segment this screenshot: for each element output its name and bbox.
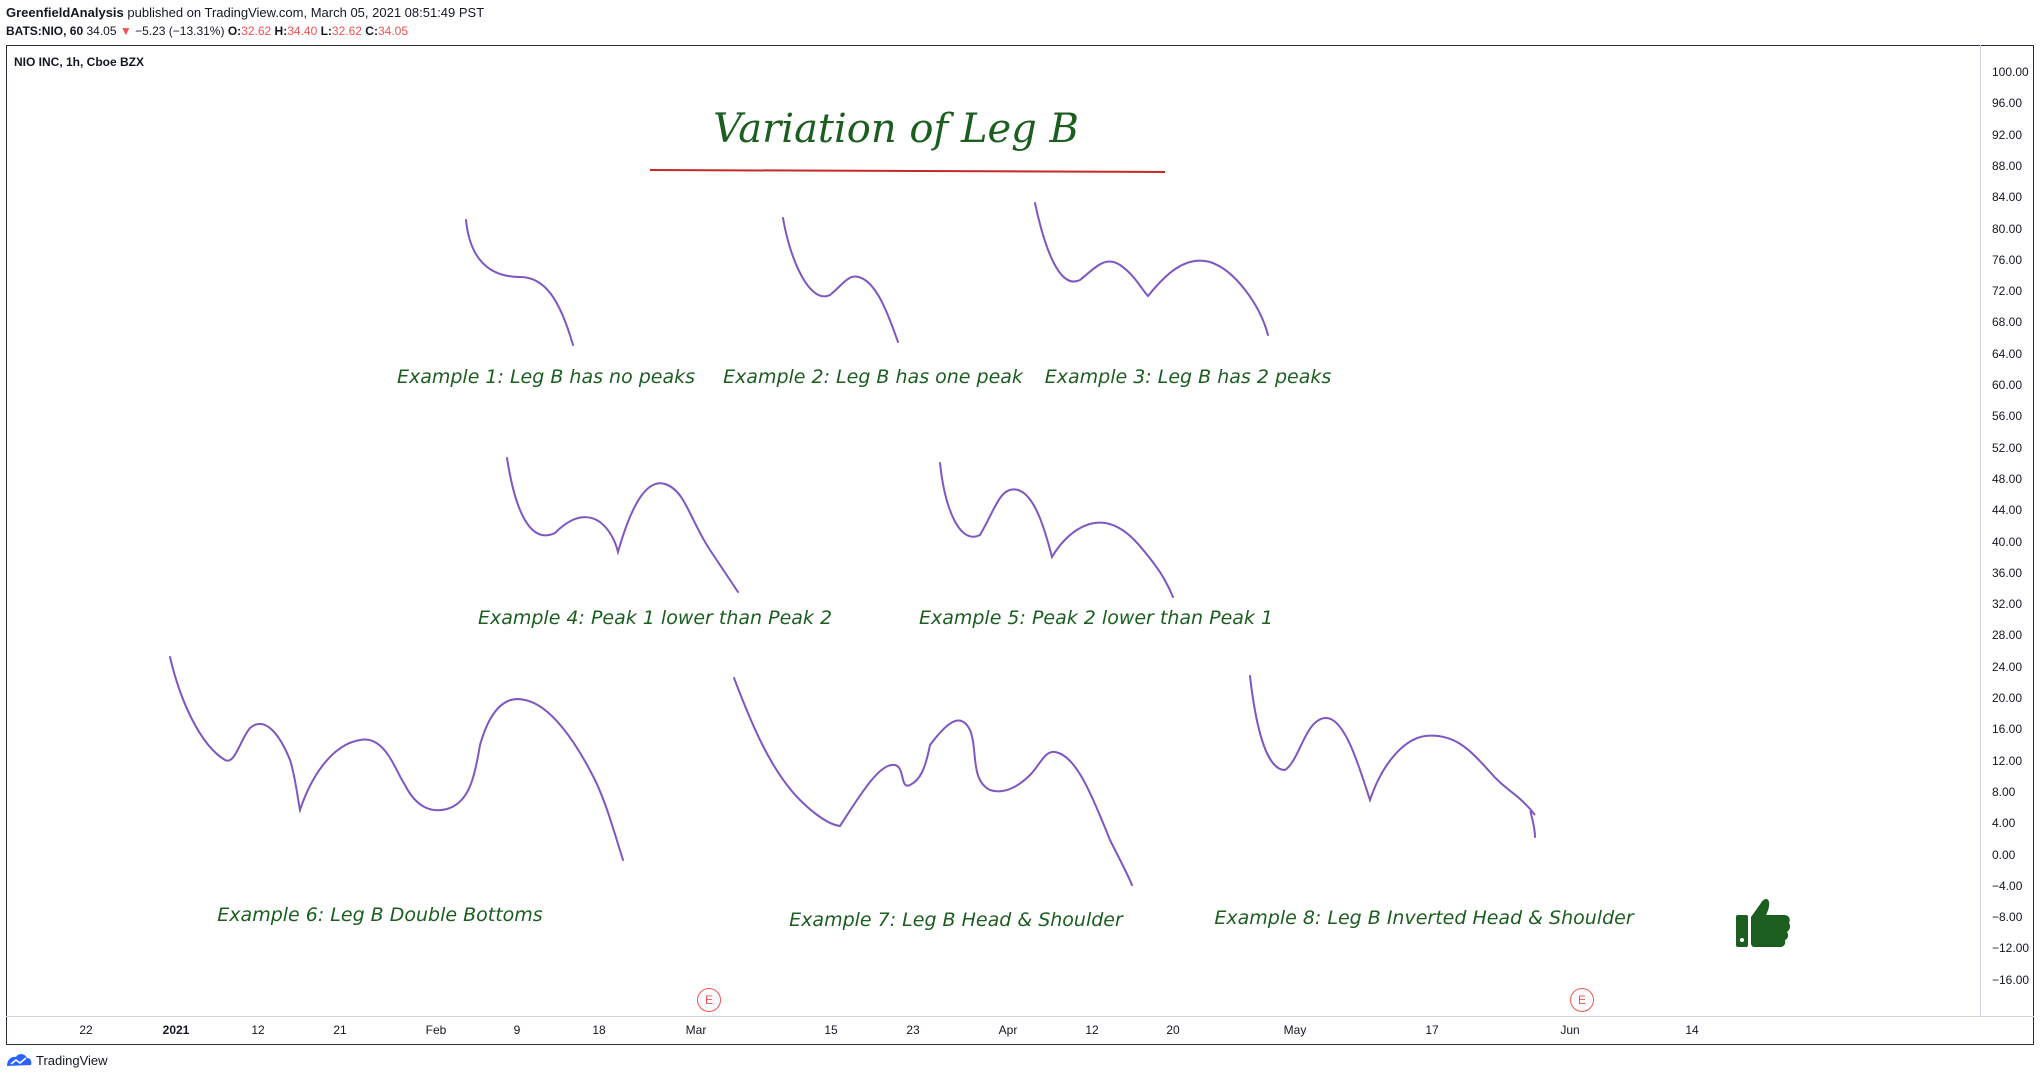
price-axis-label: 36.00 (1992, 565, 2023, 580)
price-axis-label: 8.00 (1992, 784, 2016, 799)
high-value: 34.40 (287, 24, 318, 38)
price-axis-label: 32.00 (1992, 597, 2023, 612)
time-axis-label: Jun (1560, 1023, 1580, 1037)
time-axis-label: Apr (998, 1023, 1018, 1037)
price-axis-label: 84.00 (1992, 190, 2023, 205)
time-axis-label: 23 (906, 1023, 920, 1037)
example-5-curve (939, 462, 1174, 598)
close-label: C: (365, 24, 378, 38)
time-axis-label: 15 (824, 1023, 838, 1037)
example-2-curve (782, 217, 899, 343)
time-axis-label: 17 (1425, 1023, 1439, 1037)
price-axis-label: 96.00 (1992, 96, 2023, 111)
earnings-marker[interactable]: E (697, 988, 721, 1012)
example-7-curve (733, 677, 1133, 886)
price-axis-label: 88.00 (1992, 158, 2023, 173)
tradingview-logo-icon (7, 1054, 32, 1066)
drawing-title[interactable]: Variation of Leg B (713, 106, 1079, 152)
symbol-label: NIO INC, 1h, Cboe BZX (14, 55, 145, 69)
time-axis-label: May (1283, 1023, 1307, 1037)
price-axis-label: 16.00 (1992, 722, 2023, 737)
publish-info: GreenfieldAnalysis published on TradingV… (6, 4, 484, 22)
open-label: O: (227, 24, 242, 38)
symbol-interval: BATS:NIO, 60 (6, 24, 84, 38)
published-text: published on TradingView.com, March 05, … (123, 5, 485, 20)
example-6-label[interactable]: Example 6: Leg B Double Bottoms (217, 904, 543, 926)
price-axis-label: 24.00 (1992, 659, 2023, 674)
example-2-label[interactable]: Example 2: Leg B has one peak (723, 366, 1023, 388)
price-axis-label: 76.00 (1992, 252, 2023, 267)
time-axis-label: 21 (333, 1023, 347, 1037)
time-axis-label: 18 (592, 1023, 606, 1037)
ohlc-line: BATS:NIO, 60 34.05 ▼ −5.23 (−13.31%) O:3… (6, 22, 484, 40)
time-axis-label: 9 (513, 1023, 521, 1037)
example-3-curve (1034, 202, 1269, 336)
high-label: H: (274, 24, 288, 38)
open-value: 32.62 (241, 24, 272, 38)
price-axis-label: −16.00 (1992, 972, 2030, 987)
last-price: 34.05 (86, 24, 117, 38)
example-7-label[interactable]: Example 7: Leg B Head & Shoulder (789, 909, 1123, 931)
example-6-curve (169, 656, 624, 861)
price-axis-label: 100.00 (1992, 65, 2029, 79)
example-1-label[interactable]: Example 1: Leg B has no peaks (396, 366, 696, 388)
example-4-curve (506, 457, 739, 593)
example-5-label[interactable]: Example 5: Peak 2 lower than Peak 1 (918, 607, 1274, 629)
price-axis-label: 28.00 (1992, 628, 2023, 643)
price-axis-label: 56.00 (1992, 409, 2023, 424)
close-value: 34.05 (377, 24, 408, 38)
price-axis-label: 44.00 (1992, 503, 2023, 518)
chart-header: GreenfieldAnalysis published on TradingV… (6, 4, 484, 40)
low-value: 32.62 (331, 24, 362, 38)
time-axis-label: 12 (1085, 1023, 1099, 1037)
price-axis-label: 0.00 (1992, 847, 2016, 862)
time-axis-label: Mar (685, 1023, 707, 1037)
price-axis-label: 40.00 (1992, 534, 2023, 549)
thumbs-up-icon[interactable] (1734, 895, 1792, 950)
price-axis-label: 48.00 (1992, 471, 2023, 486)
price-axis-label: −8.00 (1992, 910, 2023, 925)
time-axis-label: 14 (1685, 1023, 1699, 1037)
example-8-label[interactable]: Example 8: Leg B Inverted Head & Shoulde… (1214, 907, 1634, 929)
down-arrow-icon: ▼ (119, 24, 132, 38)
time-axis-label: 20 (1166, 1023, 1180, 1037)
price-axis-divider (1980, 45, 1981, 1016)
price-axis-label: 64.00 (1992, 346, 2023, 361)
price-axis-label: 4.00 (1992, 816, 2016, 831)
price-axis-label: −12.00 (1992, 941, 2030, 956)
example-8-curve (1249, 675, 1536, 838)
price-axis-label: 80.00 (1992, 221, 2023, 236)
example-1-curve (465, 219, 574, 346)
price-axis-label: 12.00 (1992, 753, 2023, 768)
example-3-label[interactable]: Example 3: Leg B has 2 peaks (1044, 366, 1332, 388)
earnings-marker[interactable]: E (1570, 988, 1594, 1012)
price-axis-label: 20.00 (1992, 691, 2023, 705)
price-change: −5.23 (−13.31%) (135, 24, 225, 38)
time-axis-label: 2021 (162, 1023, 190, 1037)
price-axis-label: 72.00 (1992, 284, 2023, 299)
time-axis-divider (6, 1016, 2034, 1017)
time-axis-label: 12 (251, 1023, 265, 1037)
low-label: L: (320, 24, 332, 38)
time-axis-label: Feb (425, 1023, 447, 1037)
chart-pane[interactable] (6, 45, 2034, 1045)
publisher-name[interactable]: GreenfieldAnalysis (6, 5, 124, 20)
tradingview-brand[interactable]: TradingView (36, 1052, 108, 1068)
price-axis-label: −4.00 (1992, 878, 2023, 893)
example-4-label[interactable]: Example 4: Peak 1 lower than Peak 2 (477, 607, 833, 629)
price-axis-label: 92.00 (1992, 127, 2023, 142)
footer: TradingView (6, 1052, 108, 1068)
time-axis-label: 22 (79, 1023, 93, 1037)
title-underline (649, 169, 1166, 173)
price-axis-label: 60.00 (1992, 378, 2023, 392)
price-axis-label: 68.00 (1992, 315, 2023, 330)
price-axis-label: 52.00 (1992, 440, 2023, 455)
